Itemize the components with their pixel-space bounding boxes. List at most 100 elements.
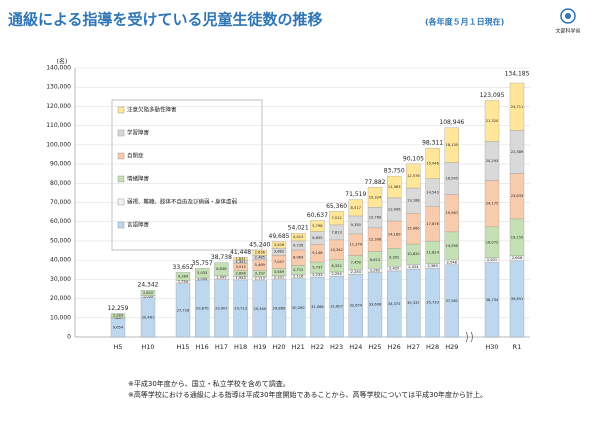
logo-mark [565, 13, 571, 19]
legend-label: 自閉症 [127, 152, 144, 160]
x-tick-label: H10 [141, 343, 154, 351]
x-tick-label: H18 [234, 343, 247, 351]
value-label: 1,750 [178, 280, 189, 284]
value-label: 37,561 [446, 299, 459, 303]
y-tick-label: 140,000 [46, 65, 71, 72]
legend-label: 情緒障害 [127, 175, 150, 183]
note: ※平成30年度から、国立・私立学校を含めて調査。 [128, 379, 290, 388]
value-label: 2,101 [274, 276, 284, 280]
logo-mark [560, 8, 576, 24]
total-label: 77,882 [365, 179, 386, 186]
value-label: 14,590 [446, 244, 459, 248]
value-label: 32,674 [350, 304, 363, 308]
value-label: 2,842 [143, 291, 153, 295]
x-tick-label: H21 [292, 343, 305, 351]
total-label: 71,519 [345, 191, 366, 198]
bar-segment [509, 82, 525, 131]
legend-swatch [117, 129, 125, 137]
value-label: 4,712 [293, 268, 303, 272]
x-tick-label: H19 [253, 343, 266, 351]
bar-segment [387, 175, 402, 199]
x-tick-label: H22 [311, 343, 324, 351]
value-label: 18,135 [446, 143, 459, 147]
value-label: 2,606 [512, 256, 523, 260]
value-label: 9,148 [312, 251, 323, 255]
value-label: 6,836 [216, 267, 227, 271]
value-label: 2,501 [487, 258, 497, 262]
total-label: 65,360 [326, 203, 347, 210]
x-tick-label: H28 [426, 343, 439, 351]
value-label: 24,175 [486, 202, 499, 206]
bar-segment [348, 199, 363, 217]
value-label: 16,545 [446, 176, 459, 180]
value-label: 1,039 [143, 295, 154, 299]
value-label: 2,254 [351, 270, 362, 274]
bar-segment [252, 249, 267, 256]
y-tick-label: 90,000 [50, 161, 71, 168]
value-label: 2,898 [235, 271, 246, 275]
value-label: 31,066 [311, 305, 324, 309]
value-label: 8,064 [293, 256, 304, 260]
x-tick-label: H16 [196, 343, 209, 351]
bar-segment [140, 290, 156, 296]
legend-swatch [117, 198, 125, 206]
value-label: 17,876 [426, 222, 439, 226]
value-label: 7,450 [351, 261, 362, 265]
bar-segment [195, 268, 210, 279]
value-label: 31,607 [330, 305, 343, 309]
value-label: 2,389 [427, 264, 438, 268]
y-tick-label: 80,000 [50, 180, 71, 187]
bar-segment [271, 241, 287, 249]
total-label: 60,637 [307, 212, 328, 219]
value-label: 5,033 [197, 271, 207, 275]
axis-break [465, 331, 473, 343]
legend-label: 言語障害 [127, 221, 150, 229]
legend-swatch [117, 106, 125, 114]
value-label: 19,567 [446, 211, 459, 215]
y-tick-label: 0 [67, 334, 71, 341]
total-label: 49,685 [269, 233, 290, 240]
value-label: 8,517 [351, 206, 361, 210]
value-label: 9,654 [113, 326, 124, 330]
total-label: 134,185 [505, 71, 530, 78]
value-label: 33,606 [369, 303, 382, 307]
value-label: 11,824 [426, 250, 439, 254]
y-tick-label: 40,000 [50, 257, 71, 264]
total-label: 45,240 [249, 242, 270, 249]
value-label: 2,548 [447, 260, 458, 264]
value-label: 11,274 [350, 243, 363, 247]
value-label: 9,392 [389, 255, 399, 259]
chart-title: 通級による指導を受けている児童生徒数の推移 [8, 11, 323, 29]
total-label: 35,757 [192, 260, 213, 267]
bar-segment [214, 262, 229, 276]
value-label: 10,342 [330, 248, 343, 252]
logo-text: 文部科学省 [555, 28, 580, 35]
value-label: 27,718 [177, 308, 190, 312]
y-tick-label: 10,000 [50, 314, 71, 321]
total-label: 98,311 [422, 140, 443, 147]
bar-segment [444, 127, 459, 163]
value-label: 3,197 [255, 271, 265, 275]
legend-swatch [117, 152, 125, 160]
value-label: 1,943 [235, 276, 245, 280]
total-label: 90,105 [403, 155, 424, 162]
value-label: 1,631 [235, 257, 245, 261]
value-label: 4,013 [293, 235, 303, 239]
value-label: 29,670 [196, 306, 209, 310]
total-label: 54,021 [288, 225, 309, 232]
value-label: 2,113 [255, 277, 265, 281]
value-label: 34,375 [388, 302, 401, 306]
y-tick-label: 50,000 [50, 237, 71, 244]
value-label: 4,184 [178, 274, 189, 278]
value-label: 12,576 [407, 174, 420, 178]
value-label: 5,737 [312, 266, 322, 270]
bar-segment [367, 187, 383, 208]
y-tick-label: 60,000 [50, 218, 71, 225]
value-label: 1,995 [216, 276, 226, 280]
value-label: 22,389 [511, 150, 524, 154]
chart-subtitle: (各年度５月１日現在) [425, 17, 504, 27]
value-label: 23,633 [511, 194, 524, 198]
value-label: 9,350 [351, 223, 362, 227]
value-label: 35,733 [426, 301, 439, 305]
